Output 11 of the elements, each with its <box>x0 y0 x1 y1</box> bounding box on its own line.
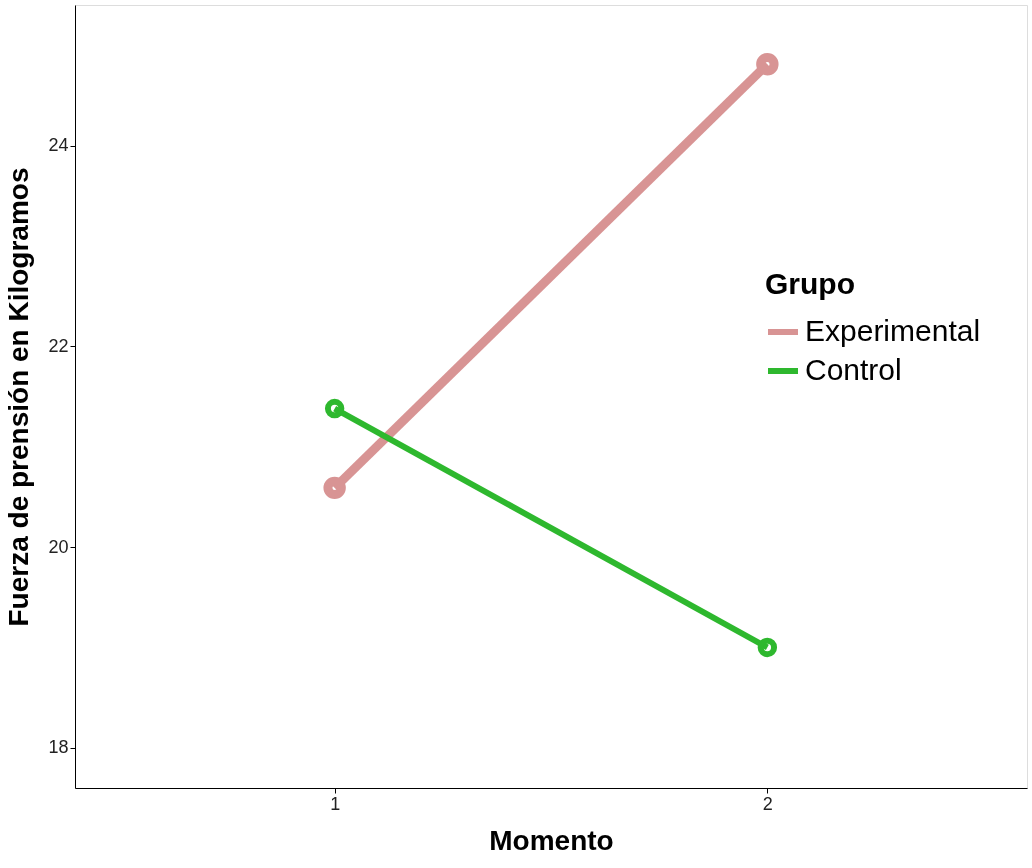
legend-title: Grupo <box>765 267 855 300</box>
y-axis-title: Fuerza de prensión en Kilogramos <box>3 167 35 627</box>
x-tick-label: 1 <box>330 793 341 814</box>
y-tick-label: 22 <box>48 335 69 356</box>
y-tick-label: 24 <box>48 135 69 156</box>
legend-label: Experimental <box>805 314 981 347</box>
x-tick-label: 2 <box>762 793 773 814</box>
legend-label: Control <box>805 353 902 386</box>
y-tick-label: 18 <box>48 737 69 758</box>
y-tick-label: 20 <box>48 536 69 557</box>
x-axis-title: Momento <box>489 824 614 856</box>
